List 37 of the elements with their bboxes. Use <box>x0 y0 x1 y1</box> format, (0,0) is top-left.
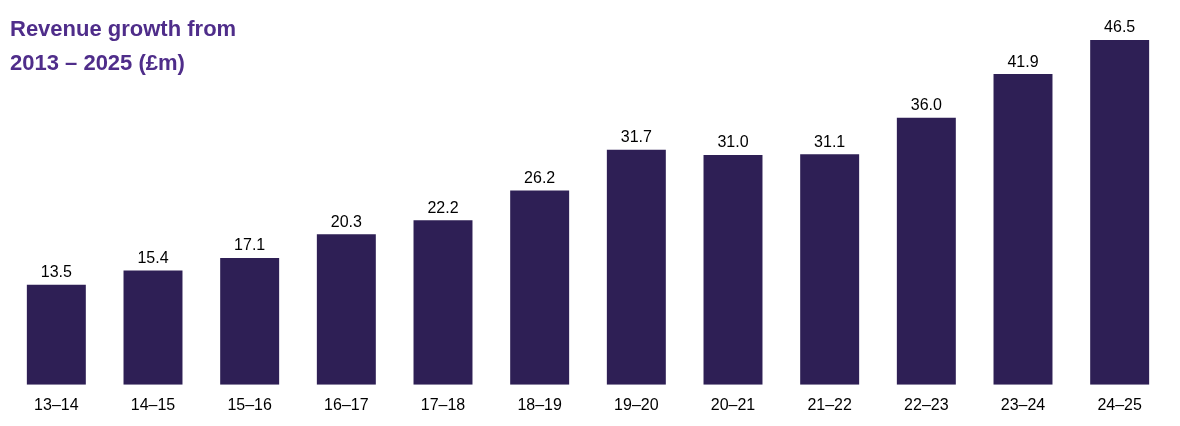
bar <box>413 220 473 385</box>
x-tick-label: 23–24 <box>1000 395 1046 413</box>
x-tick-label: 24–25 <box>1097 395 1143 413</box>
bar <box>510 190 570 385</box>
data-label: 36.0 <box>910 96 943 114</box>
bar <box>1090 40 1150 385</box>
x-tick-label: 21–22 <box>807 395 853 413</box>
bar <box>123 270 183 385</box>
data-label: 20.3 <box>330 212 363 230</box>
x-tick-label: 19–20 <box>614 395 659 413</box>
bar <box>316 234 376 385</box>
x-tick-label: 22–23 <box>904 395 949 413</box>
bar <box>896 117 956 385</box>
chart-title: Revenue growth from 2013 – 2025 (£m) <box>10 15 238 77</box>
bar <box>993 74 1053 385</box>
x-tick-label: 14–15 <box>130 395 176 413</box>
x-tick-label: 20–21 <box>710 395 756 413</box>
x-tick-label: 13–14 <box>34 395 79 413</box>
data-label: 31.1 <box>814 132 846 150</box>
x-tick-label: 15–16 <box>227 395 273 413</box>
bar <box>26 284 86 385</box>
data-label: 31.0 <box>717 133 749 151</box>
bar <box>703 154 763 385</box>
x-tick-label: 17–18 <box>420 395 466 413</box>
bar <box>800 154 860 385</box>
x-tick-label: 18–19 <box>517 395 563 413</box>
data-label: 15.4 <box>137 249 169 267</box>
data-label: 46.5 <box>1104 18 1136 36</box>
data-label: 17.1 <box>234 236 266 254</box>
data-label: 41.9 <box>1007 52 1039 70</box>
data-label: 22.2 <box>427 198 459 216</box>
data-label: 31.7 <box>620 128 653 146</box>
bar <box>606 149 666 385</box>
bar <box>220 258 280 385</box>
x-tick-label: 16–17 <box>324 395 369 413</box>
data-label: 13.5 <box>40 263 73 281</box>
data-label: 26.2 <box>524 168 556 186</box>
